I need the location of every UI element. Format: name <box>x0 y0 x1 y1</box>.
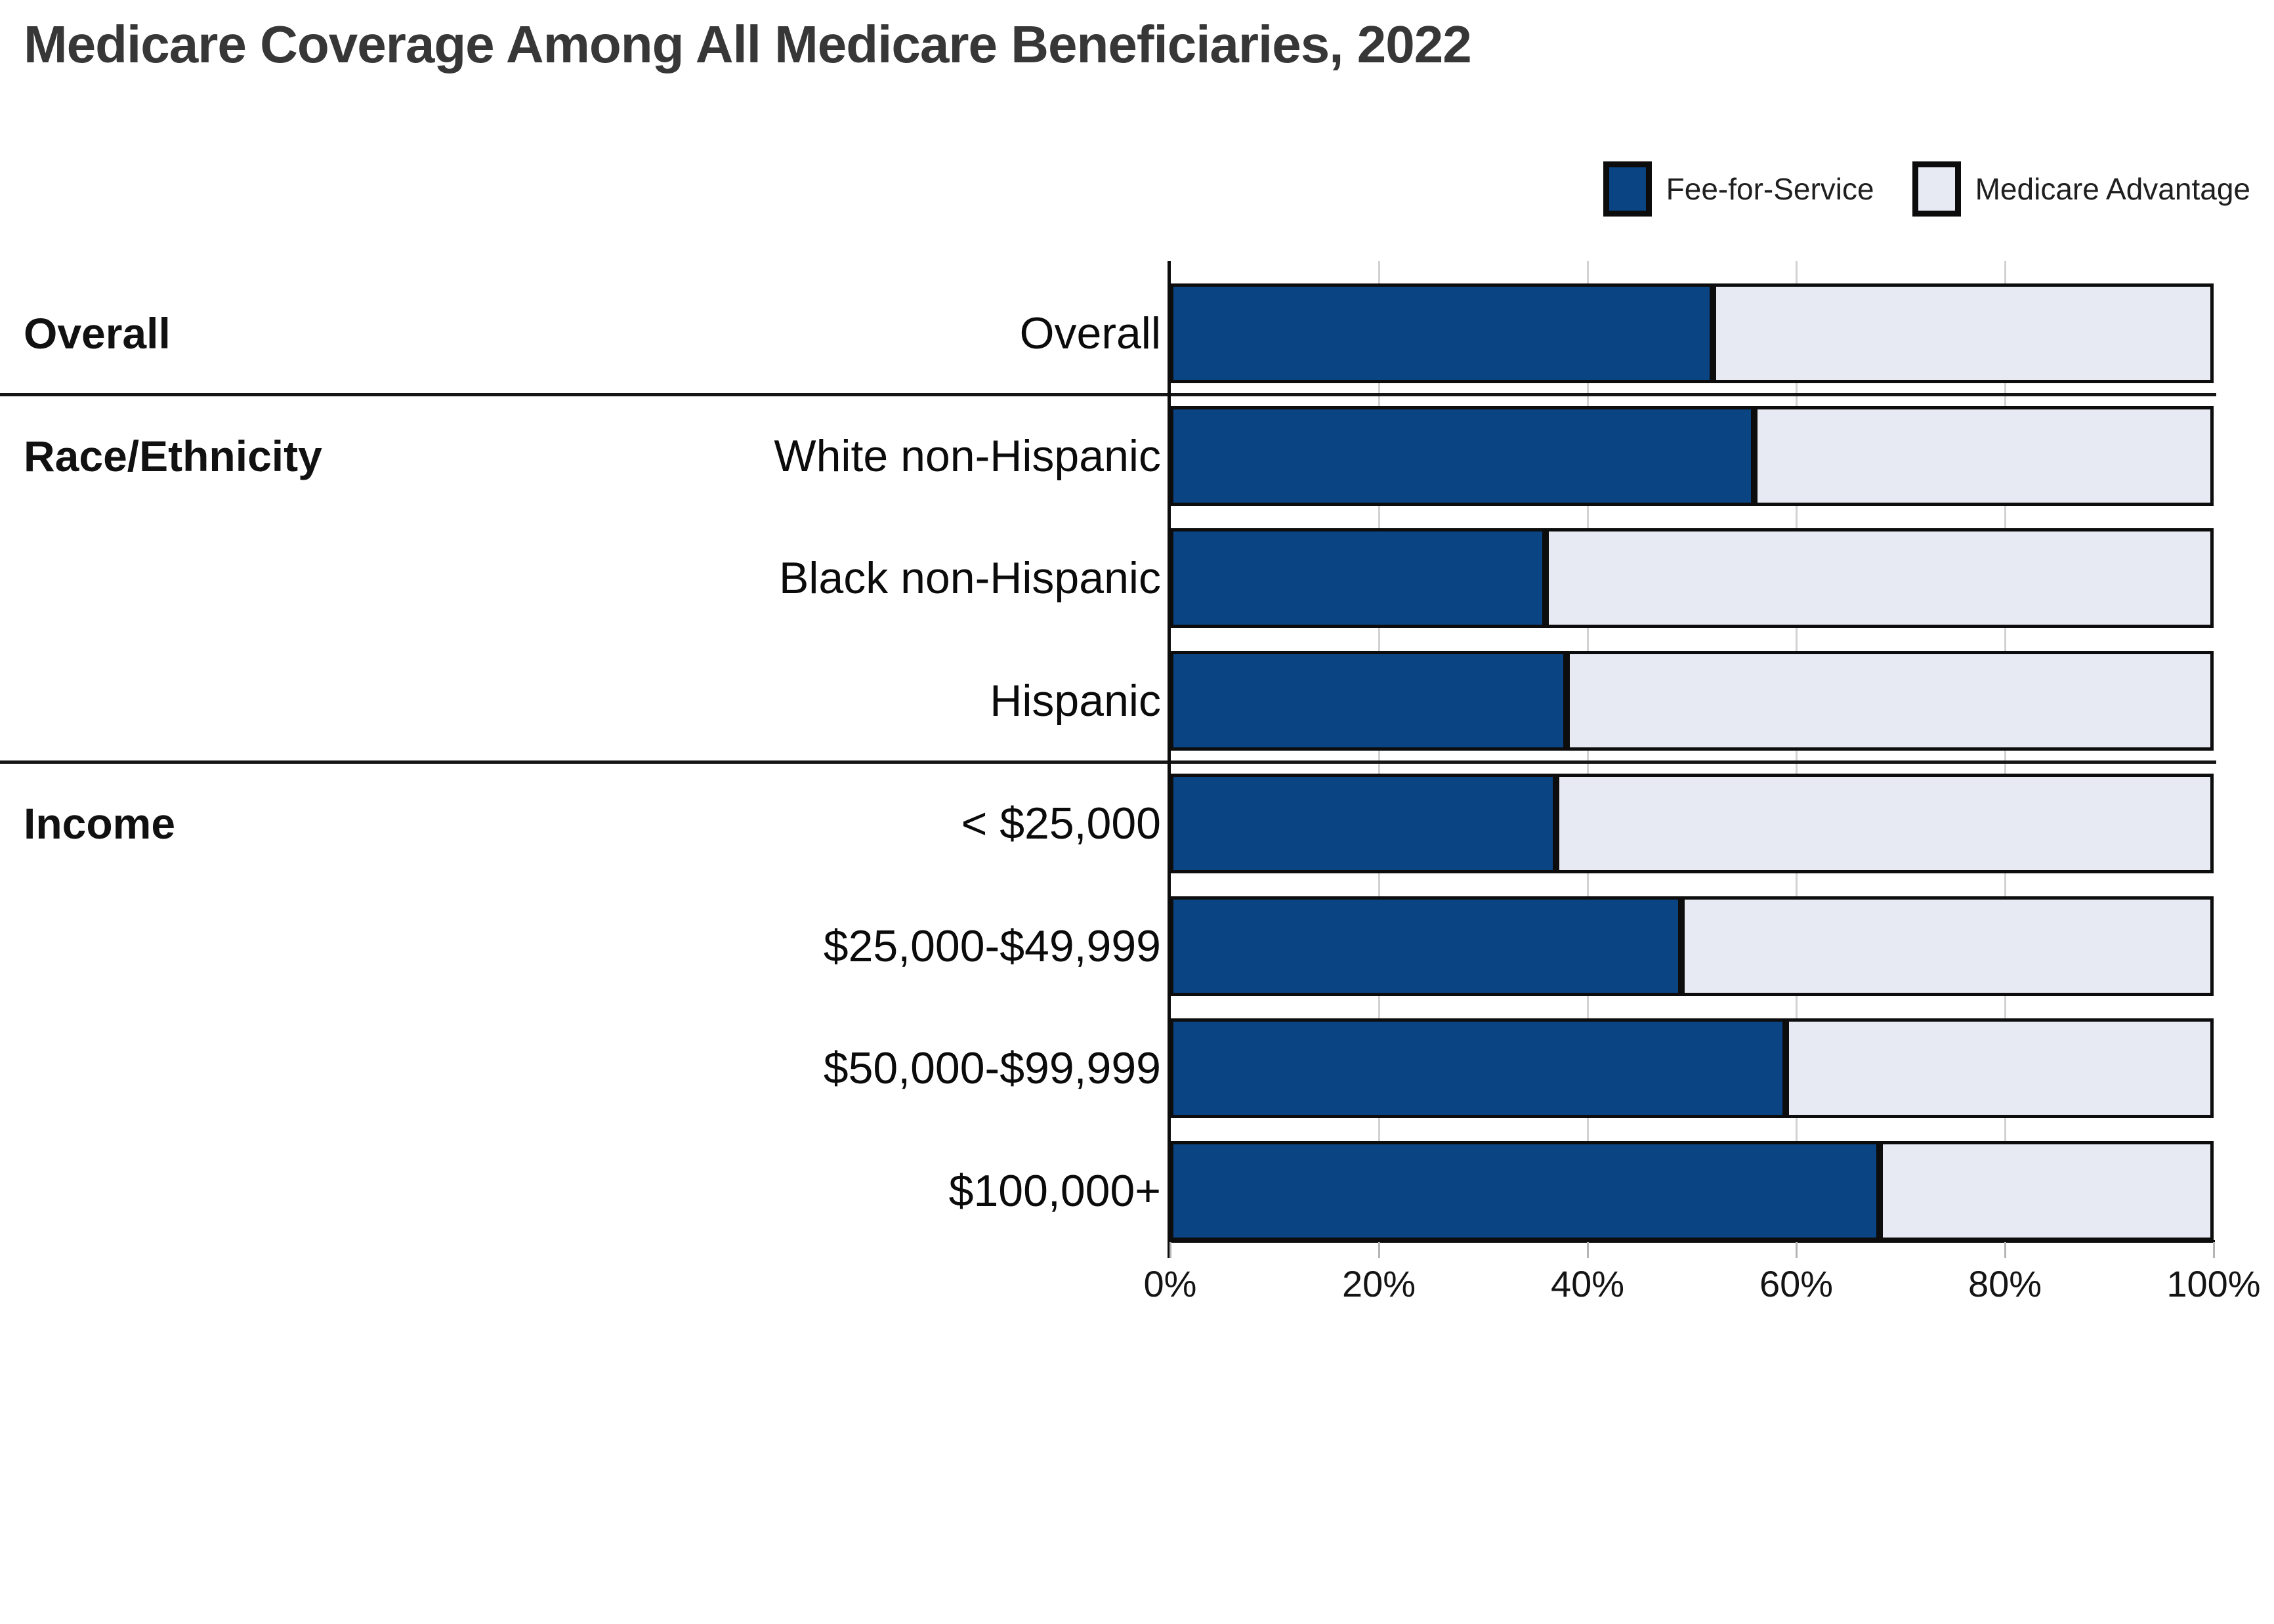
fee-for-service-bar-segment <box>1170 528 1546 629</box>
medicare-advantage-bar-segment <box>1546 528 2214 629</box>
section-label-income: Income <box>24 799 176 848</box>
bar-row <box>1170 528 2214 629</box>
row-label: < $25,000 <box>961 798 1161 848</box>
axis-tick-0 <box>1169 1242 1171 1258</box>
row-label: $100,000+ <box>948 1165 1161 1216</box>
axis-tick-100 <box>2212 1242 2215 1258</box>
gridline-80 <box>2004 261 2006 1242</box>
legend-item-fee-for-service: Fee-for-Service <box>1603 161 1874 217</box>
bar-row <box>1170 651 2214 751</box>
fee-for-service-bar-segment <box>1170 406 1755 506</box>
fee-for-service-bar-segment <box>1170 896 1682 996</box>
section-label-overall: Overall <box>24 309 171 358</box>
bar-row <box>1170 1018 2214 1119</box>
bar-row <box>1170 896 2214 996</box>
medicare-advantage-swatch-icon <box>1912 161 1961 217</box>
medicare-advantage-bar-segment <box>1567 651 2214 751</box>
axis-tick-60 <box>1795 1242 1798 1258</box>
bar-row <box>1170 283 2214 383</box>
row-label: Hispanic <box>990 676 1161 726</box>
medicare-advantage-bar-segment <box>1681 896 2214 996</box>
section-divider <box>0 392 2216 396</box>
row-label: $50,000-$99,999 <box>823 1043 1161 1094</box>
x-tick-label: 40% <box>1550 1263 1625 1304</box>
section-divider <box>0 760 2216 764</box>
legend-label: Fee-for-Service <box>1666 172 1874 206</box>
row-label: Overall <box>1019 308 1161 358</box>
medicare-advantage-bar-segment <box>1754 406 2214 506</box>
x-tick-label: 60% <box>1759 1263 1834 1304</box>
fee-for-service-bar-segment <box>1170 1140 1880 1241</box>
fee-for-service-bar-segment <box>1170 773 1557 873</box>
x-tick-label: 0% <box>1143 1263 1197 1304</box>
row-label: Black non-Hispanic <box>778 553 1161 604</box>
medicare-advantage-bar-segment <box>1556 773 2214 873</box>
medicare-advantage-bar-segment <box>1712 283 2214 383</box>
y-axis-line <box>1168 261 1171 1258</box>
legend: Fee-for-Service Medicare Advantage <box>1603 161 2250 217</box>
gridline-20 <box>1378 261 1380 1242</box>
x-tick-label: 80% <box>1968 1263 2042 1304</box>
page-title: Medicare Coverage Among All Medicare Ben… <box>24 15 1472 73</box>
gridline-60 <box>1795 261 1798 1242</box>
fee-for-service-bar-segment <box>1170 651 1567 751</box>
fee-for-service-bar-segment <box>1170 283 1713 383</box>
axis-tick-40 <box>1586 1242 1589 1258</box>
medicare-advantage-bar-segment <box>1786 1018 2214 1119</box>
bar-row <box>1170 773 2214 873</box>
medicare-advantage-bar-segment <box>1880 1140 2214 1241</box>
legend-label: Medicare Advantage <box>1975 172 2250 206</box>
legend-item-medicare-advantage: Medicare Advantage <box>1912 161 2250 217</box>
gridline-40 <box>1586 261 1589 1242</box>
bar-row <box>1170 1140 2214 1241</box>
x-axis-line <box>1170 1240 2215 1243</box>
section-label-race-ethnicity: Race/Ethnicity <box>24 431 322 480</box>
fee-for-service-swatch-icon <box>1603 161 1652 217</box>
row-label: White non-Hispanic <box>774 430 1161 481</box>
bar-row <box>1170 406 2214 506</box>
axis-tick-80 <box>2004 1242 2006 1258</box>
x-tick-label: 100% <box>2166 1263 2261 1304</box>
row-label: $25,000-$49,999 <box>823 921 1161 971</box>
fee-for-service-bar-segment <box>1170 1018 1786 1119</box>
x-tick-label: 20% <box>1341 1263 1416 1304</box>
axis-tick-20 <box>1378 1242 1380 1258</box>
